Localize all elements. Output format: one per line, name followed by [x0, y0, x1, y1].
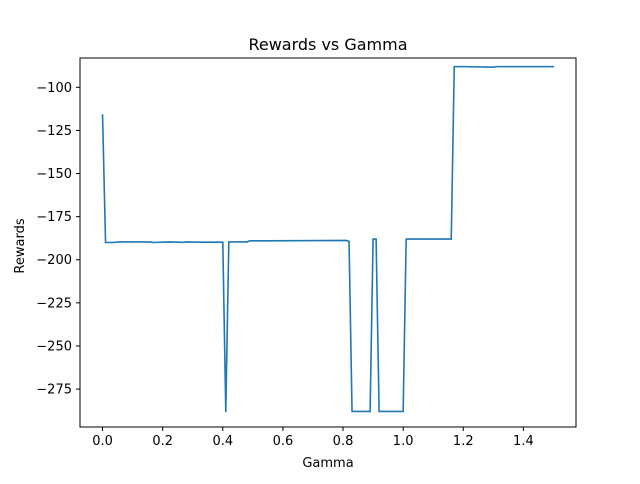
x-tick-label: 1.2 — [453, 434, 474, 449]
y-tick-label: −175 — [36, 210, 72, 225]
data-point — [417, 238, 419, 240]
x-tick-label: 0.0 — [92, 434, 113, 449]
data-point — [200, 241, 203, 243]
data-point — [348, 240, 350, 243]
data-point — [167, 241, 170, 243]
y-tick-label: −150 — [36, 167, 72, 182]
data-point — [104, 241, 107, 244]
x-tick-label: 0.4 — [212, 434, 233, 449]
data-point — [492, 66, 495, 68]
data-point — [228, 241, 230, 243]
data-point — [149, 241, 152, 243]
x-tick-label: 0.6 — [273, 434, 294, 449]
chart-title: Rewards vs Gamma — [248, 35, 407, 54]
data-point — [372, 238, 374, 240]
data-point — [375, 238, 377, 240]
y-axis-ticks: −100 −125 −150 −175 −200 −225 −250 −275 — [36, 81, 80, 398]
data-point — [224, 410, 227, 413]
y-tick-label: −225 — [36, 296, 72, 311]
data-point — [495, 65, 498, 68]
data-point — [131, 241, 134, 243]
y-tick-label: −125 — [36, 124, 72, 139]
y-tick-label: −275 — [36, 383, 72, 398]
plot-frame — [79, 57, 577, 428]
data-point — [378, 410, 380, 413]
data-point — [522, 65, 525, 68]
data-point — [405, 238, 407, 240]
x-tick-label: 0.2 — [152, 434, 173, 449]
y-axis-label: Rewards — [13, 218, 28, 273]
data-point — [119, 241, 122, 243]
x-tick-label: 1.4 — [513, 434, 534, 449]
data-point — [369, 410, 371, 413]
data-point — [402, 410, 404, 413]
data-point — [249, 239, 251, 242]
y-tick-label: −200 — [36, 253, 72, 268]
x-axis-label: Gamma — [302, 456, 353, 471]
data-point — [246, 241, 248, 243]
data-point — [432, 238, 435, 240]
x-tick-label: 1.0 — [393, 434, 414, 449]
data-point — [450, 238, 453, 240]
data-point — [221, 241, 224, 243]
data-point — [152, 241, 155, 244]
data-point — [345, 239, 347, 242]
data-point — [101, 114, 104, 116]
data-point — [185, 241, 188, 243]
data-point — [453, 65, 456, 68]
data-point — [462, 65, 465, 68]
data-point — [182, 241, 185, 244]
y-tick-label: −100 — [36, 81, 72, 96]
data-point — [267, 239, 269, 242]
data-point — [552, 65, 555, 68]
x-axis-ticks: 0.0 0.2 0.4 0.6 0.8 1.0 1.2 1.4 — [92, 427, 534, 449]
data-point — [110, 241, 113, 244]
x-tick-label: 0.8 — [333, 434, 354, 449]
data-point — [351, 410, 353, 413]
y-tick-label: −250 — [36, 339, 72, 354]
plot-layer — [101, 65, 555, 413]
